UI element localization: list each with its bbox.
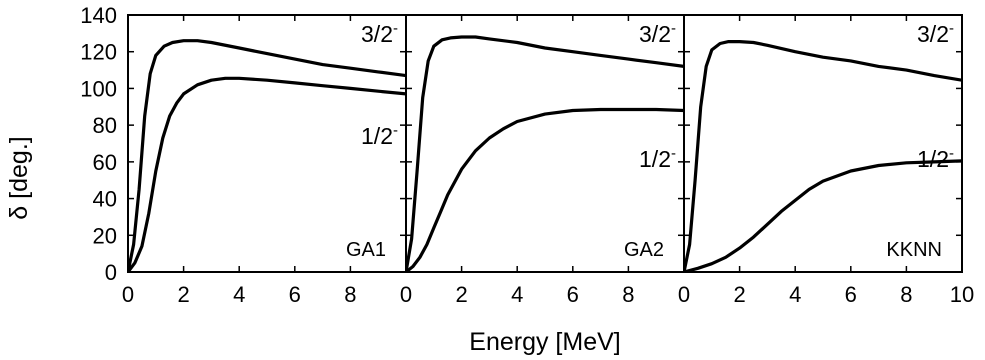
panel-tag: KKNN <box>886 239 942 261</box>
curve-label-one-half-superscript: - <box>671 145 676 162</box>
curve-label-one-half: 1/2- <box>639 145 676 172</box>
y-axis: 0 20 40 60 80 100 120 140 <box>80 3 117 285</box>
panel-ga2: 0 2 4 6 83/2-1/2-GA2 <box>400 14 685 307</box>
curve-label-three-halves: 3/2- <box>361 20 398 47</box>
panel-frame <box>405 14 685 273</box>
y-tick-label: 60 <box>93 150 117 175</box>
x-tick-label: 6 <box>567 282 579 307</box>
x-axis-title: Energy [MeV] <box>469 328 620 356</box>
curve-label-one-half-superscript: - <box>949 145 954 162</box>
curve-label-three-halves: 3/2- <box>917 20 954 47</box>
curve-label-three-halves-superscript: - <box>949 20 954 37</box>
x-tick-label: 4 <box>233 282 245 307</box>
series-line-three-halves <box>406 35 684 272</box>
series-line-three-halves <box>684 40 962 272</box>
y-axis-title: δ [deg.] <box>5 136 33 219</box>
y-tick-label: 100 <box>80 76 117 101</box>
x-tick-label: 10 <box>950 282 974 307</box>
curve-label-one-half-text: 1/2 <box>917 146 949 172</box>
curve-label-one-half: 1/2- <box>361 122 398 149</box>
panel-ga1: 0 2 4 6 83/2-1/2-GA1 <box>122 14 407 307</box>
x-tick-label: 0 <box>122 282 134 307</box>
panel-tag: GA2 <box>624 239 664 261</box>
curve-label-three-halves-text: 3/2 <box>639 21 671 47</box>
panel-kknn: 0 2 4 6 8 103/2-1/2-KKNN <box>678 14 974 307</box>
y-tick-label: 20 <box>93 223 117 248</box>
curve-label-one-half-text: 1/2 <box>639 146 671 172</box>
x-tick-label: 2 <box>733 282 745 307</box>
curve-label-three-halves-text: 3/2 <box>361 21 393 47</box>
curve-label-one-half: 1/2- <box>917 145 954 172</box>
curve-label-three-halves-superscript: - <box>393 20 398 37</box>
y-tick-label: 140 <box>80 3 117 28</box>
x-tick-label: 8 <box>622 282 634 307</box>
x-tick-label: 6 <box>845 282 857 307</box>
panel-tag: GA1 <box>346 239 386 261</box>
curve-label-three-halves: 3/2- <box>639 20 676 47</box>
series-line-one-half <box>684 159 962 272</box>
x-tick-label: 8 <box>900 282 912 307</box>
y-tick-label: 0 <box>105 260 117 285</box>
y-tick-label: 120 <box>80 40 117 65</box>
curve-label-three-halves-superscript: - <box>671 20 676 37</box>
x-tick-label: 0 <box>400 282 412 307</box>
series-line-one-half <box>128 76 406 272</box>
y-tick-label: 80 <box>93 113 117 138</box>
x-tick-label: 2 <box>177 282 189 307</box>
x-tick-label: 0 <box>678 282 690 307</box>
series-line-three-halves <box>128 39 406 272</box>
x-tick-label: 6 <box>289 282 301 307</box>
curve-label-three-halves-text: 3/2 <box>917 21 949 47</box>
curve-label-one-half-superscript: - <box>393 122 398 139</box>
x-tick-label: 8 <box>344 282 356 307</box>
x-tick-label: 4 <box>511 282 523 307</box>
curve-label-one-half-text: 1/2 <box>361 123 393 149</box>
x-tick-label: 4 <box>789 282 801 307</box>
series-line-one-half <box>406 107 684 272</box>
y-tick-label: 40 <box>93 187 117 212</box>
x-tick-label: 2 <box>455 282 467 307</box>
panel-frame <box>683 14 963 273</box>
